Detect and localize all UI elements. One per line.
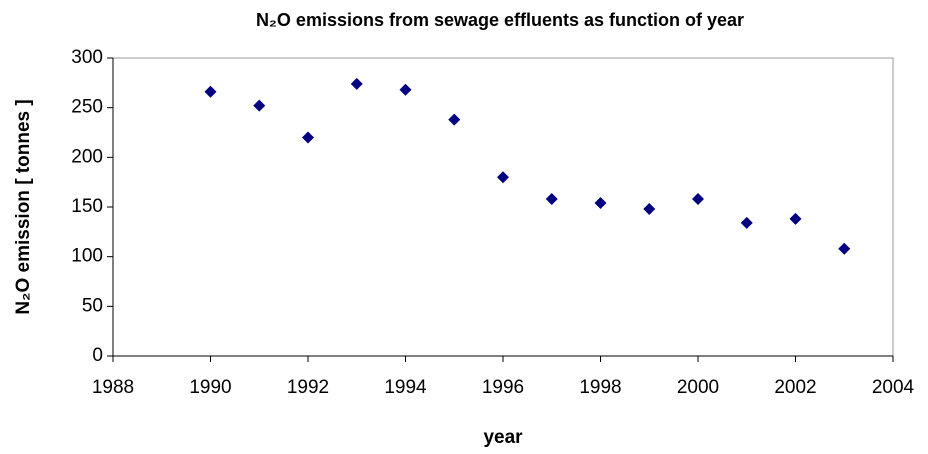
y-tick-label: 250: [71, 97, 103, 118]
chart-title: N₂O emissions from sewage effluents as f…: [256, 10, 744, 30]
point: [740, 216, 753, 229]
point: [692, 193, 704, 206]
y-tick-label: 0: [92, 345, 103, 366]
point: [643, 202, 656, 215]
x-tick-label: 2000: [677, 377, 719, 398]
point: [350, 77, 363, 90]
point: [594, 197, 607, 210]
x-tick-label: 1994: [384, 377, 427, 398]
plot-frame: [112, 57, 894, 357]
point: [253, 99, 266, 112]
y-tick-label: 100: [71, 246, 103, 267]
x-tick-label: 2004: [872, 377, 915, 398]
point: [204, 85, 217, 98]
y-tick-label: 50: [82, 295, 103, 316]
x-tick-label: 1998: [579, 377, 621, 398]
y-axis-label: N₂O emission [ tonnes ]: [13, 99, 34, 314]
point: [838, 242, 851, 255]
y-tick-label: 150: [71, 196, 103, 217]
point: [399, 83, 412, 96]
y-tick-label: 300: [71, 47, 103, 68]
x-tick-label: 2002: [774, 377, 816, 398]
x-tick-label: 1992: [287, 377, 329, 398]
x-tick-label: 1990: [189, 377, 231, 398]
point: [789, 212, 802, 225]
point: [545, 193, 558, 206]
y-tick-label: 200: [71, 146, 103, 167]
x-tick-label: 1988: [92, 377, 134, 398]
point: [497, 171, 509, 184]
x-tick-label: 1996: [482, 377, 524, 398]
x-axis-label: year: [483, 427, 523, 448]
point: [302, 131, 314, 144]
point: [448, 113, 461, 126]
